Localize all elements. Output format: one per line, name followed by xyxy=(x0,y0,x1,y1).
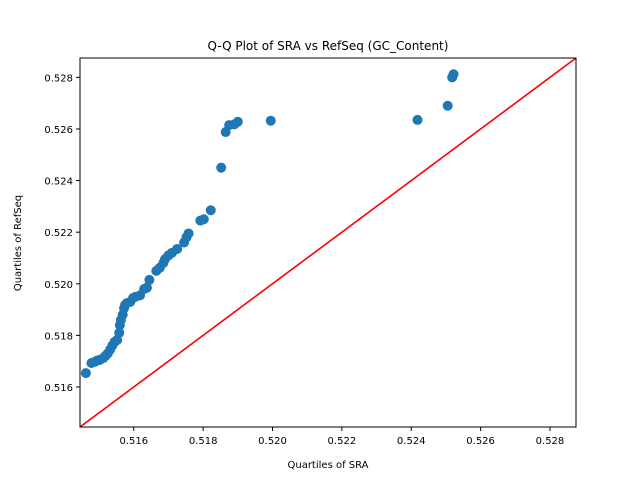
data-point xyxy=(198,214,209,225)
y-tick-label: 0.528 xyxy=(44,73,73,84)
x-axis-label: Quartiles of SRA xyxy=(287,460,368,471)
y-tick-label: 0.516 xyxy=(44,383,73,394)
x-tick-label: 0.520 xyxy=(258,436,287,447)
data-point xyxy=(216,162,227,173)
y-tick-label: 0.526 xyxy=(44,125,73,136)
plot-frame xyxy=(79,57,577,428)
y-tick-label: 0.524 xyxy=(44,177,73,188)
data-point xyxy=(448,69,459,80)
y-tick-label: 0.522 xyxy=(44,228,73,239)
x-tick-label: 0.526 xyxy=(466,436,495,447)
axes-area: 0.516 0.518 0.520 0.522 0.524 0.526 0.528 0.516… xyxy=(44,57,577,447)
y-tick-label: 0.520 xyxy=(44,280,73,291)
x-tick-label: 0.518 xyxy=(189,436,218,447)
y-axis-label: Quartiles of RefSeq xyxy=(13,195,24,291)
data-point xyxy=(205,205,216,216)
data-point xyxy=(265,115,276,126)
data-point xyxy=(172,243,183,254)
data-point xyxy=(442,100,453,111)
data-point xyxy=(144,274,155,285)
data-point xyxy=(412,114,423,125)
y-tick-label: 0.518 xyxy=(44,331,73,342)
x-tick-label: 0.524 xyxy=(397,436,426,447)
data-point xyxy=(114,327,125,338)
x-tick-label: 0.528 xyxy=(536,436,565,447)
data-point xyxy=(183,228,194,239)
reference-line xyxy=(80,58,576,427)
x-tick-label: 0.516 xyxy=(119,436,148,447)
data-point xyxy=(232,116,243,127)
data-point xyxy=(141,282,152,293)
data-point xyxy=(80,368,91,379)
chart-title: Q-Q Plot of SRA vs RefSeq (GC_Content) xyxy=(208,39,449,53)
x-tick-label: 0.522 xyxy=(328,436,357,447)
